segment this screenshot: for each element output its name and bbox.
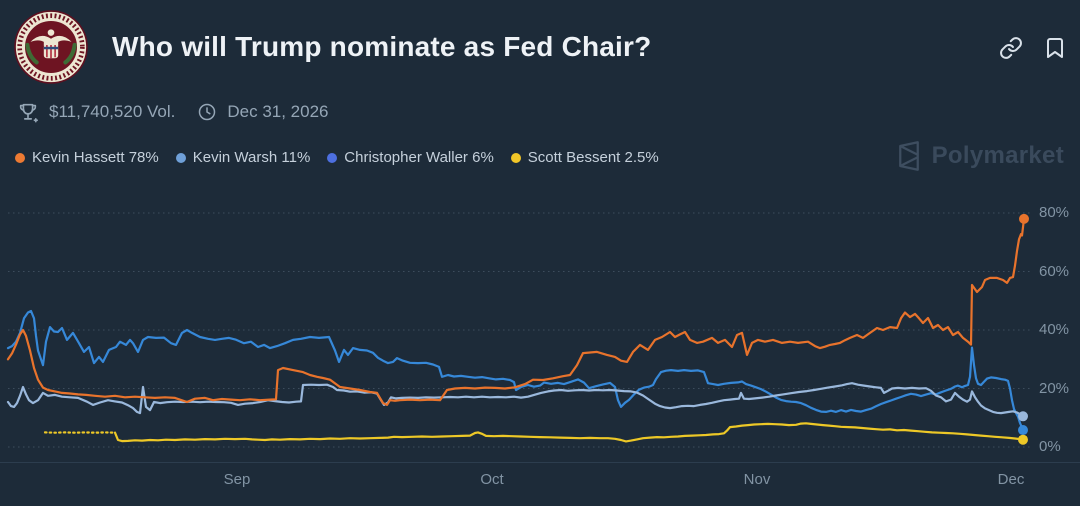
y-axis-label: 60%: [1039, 262, 1070, 280]
endpoint-dot-bessent: [1018, 434, 1028, 445]
x-axis-label: Sep: [223, 471, 251, 488]
bookmark-button[interactable]: [1043, 36, 1067, 60]
market-stats: $11,740,520 Vol. Dec 31, 2026: [17, 101, 329, 123]
endpoint-dot-hassett: [1019, 213, 1029, 224]
series-line-waller: [6, 309, 1025, 432]
legend-item[interactable]: Scott Bessent 2.5%: [510, 149, 659, 166]
chart-baseline: [0, 462, 1080, 463]
legend-label: Kevin Hassett 78%: [32, 149, 159, 166]
legend-item[interactable]: Kevin Warsh 11%: [175, 149, 311, 166]
x-axis-label: Nov: [743, 471, 771, 488]
page-title: Who will Trump nominate as Fed Chair?: [112, 31, 652, 62]
endpoint-dot-waller: [1018, 425, 1028, 436]
watermark-label: Polymarket: [931, 142, 1064, 169]
chart-legend: Kevin Hassett 78% Kevin Warsh 11% Christop…: [15, 149, 659, 166]
market-logo-fed-seal[interactable]: [14, 10, 88, 84]
legend-label: Scott Bessent 2.5%: [527, 149, 659, 166]
end-date-text: Dec 31, 2026: [227, 102, 329, 121]
y-axis-label: 20%: [1039, 379, 1070, 397]
x-axis-label: Dec: [997, 471, 1025, 488]
series-line-bessent: [113, 422, 1025, 443]
legend-item[interactable]: Kevin Hassett 78%: [15, 149, 159, 166]
bookmark-icon: [1047, 38, 1063, 58]
legend-dot: [15, 152, 25, 163]
volume-text: $11,740,520 Vol.: [49, 102, 176, 121]
link-icon: [1000, 37, 1022, 59]
series-line-warsh: [6, 382, 1025, 418]
y-axis-label: 40%: [1039, 321, 1070, 338]
legend-dot: [510, 152, 521, 163]
x-axis-label: Oct: [480, 471, 504, 488]
endpoint-dot-warsh: [1018, 411, 1028, 422]
series-line-hassett: [6, 217, 1026, 406]
trophy-icon: [19, 103, 38, 123]
legend-dot: [175, 152, 186, 163]
legend-item[interactable]: Christopher Waller 6%: [327, 149, 494, 166]
y-axis-label: 0%: [1039, 438, 1061, 455]
legend-label: Kevin Warsh 11%: [192, 149, 311, 166]
fed-seal-icon: [14, 10, 88, 84]
clock-icon: [199, 103, 216, 121]
polymarket-logo-icon: [898, 141, 919, 171]
copy-link-button[interactable]: [999, 36, 1023, 60]
legend-dot: [327, 152, 338, 163]
y-axis-label: 80%: [1039, 204, 1070, 221]
legend-label: Christopher Waller 6%: [344, 149, 494, 166]
polymarket-watermark: Polymarket: [894, 141, 1064, 171]
